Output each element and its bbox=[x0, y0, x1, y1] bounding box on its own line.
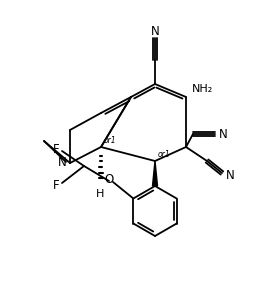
Text: N: N bbox=[151, 24, 159, 38]
Text: N: N bbox=[226, 168, 235, 181]
Text: NH₂: NH₂ bbox=[192, 84, 213, 94]
Text: O: O bbox=[104, 173, 114, 186]
Text: H: H bbox=[96, 189, 104, 199]
Polygon shape bbox=[152, 161, 158, 186]
Text: F: F bbox=[53, 143, 59, 156]
Text: or1: or1 bbox=[158, 150, 171, 159]
Text: or1: or1 bbox=[104, 136, 117, 145]
Text: N: N bbox=[219, 128, 228, 141]
Text: F: F bbox=[53, 178, 59, 191]
Text: N: N bbox=[58, 156, 67, 168]
